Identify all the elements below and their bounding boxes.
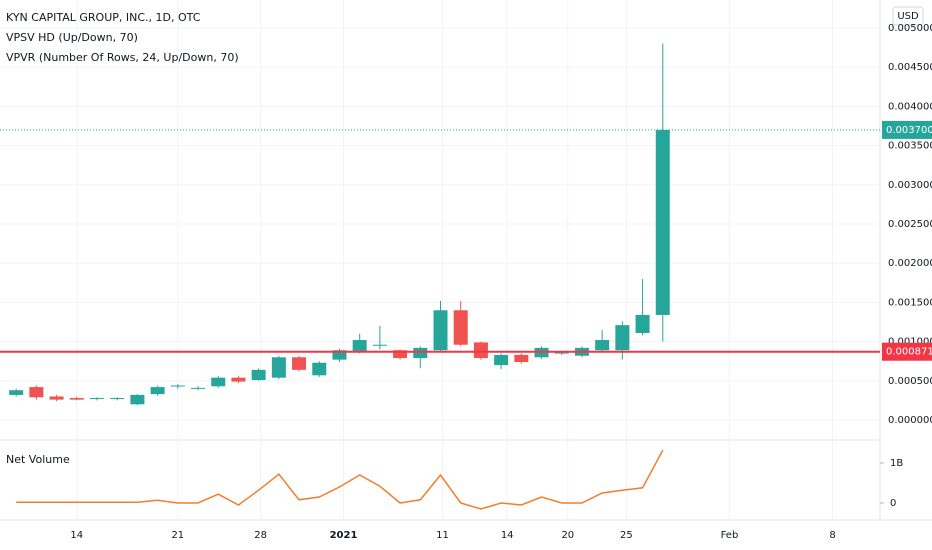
candle-body <box>9 390 24 395</box>
currency-button[interactable] <box>892 6 924 26</box>
candle-body <box>312 362 327 376</box>
y-tick-label: 0.002000 <box>888 258 932 269</box>
candle-body <box>635 314 650 333</box>
x-tick-label: 11 <box>436 530 449 541</box>
candle-body <box>251 369 266 381</box>
x-tick-label: 8 <box>829 530 835 541</box>
candle-body <box>332 350 347 360</box>
y-tick-label: 0.000000 <box>888 415 932 426</box>
candle-body <box>554 352 569 354</box>
candle-body <box>49 396 64 400</box>
candle-body <box>69 398 84 400</box>
y-tick-label: 1B <box>890 458 903 469</box>
candle-body <box>595 340 610 351</box>
x-tick-label: 28 <box>254 530 267 541</box>
candle-body <box>292 357 307 370</box>
candle-body <box>352 340 367 352</box>
candle-body <box>372 344 387 346</box>
price-label: 0.000871 <box>886 347 932 358</box>
candle-body <box>271 357 286 378</box>
y-tick-label: 0.004500 <box>888 62 932 73</box>
indicator-label: VPSV HD (Up/Down, 70) <box>6 31 138 44</box>
candle-body <box>89 398 104 400</box>
x-tick-label: 14 <box>501 530 514 541</box>
price-label-bg <box>882 120 932 139</box>
candle-body <box>231 377 246 382</box>
y-tick-label: 0.001500 <box>888 297 932 308</box>
currency-label: USD <box>897 11 919 22</box>
candle-body <box>393 350 408 359</box>
volume-line <box>16 449 664 510</box>
x-tick-label: 21 <box>171 530 184 541</box>
candle-body <box>150 387 165 395</box>
candle-body <box>473 342 488 359</box>
indicator-label: VPVR (Number Of Rows, 24, Up/Down, 70) <box>6 51 239 64</box>
candle-body <box>413 347 428 359</box>
candle-body <box>655 129 670 315</box>
x-tick-label: 25 <box>620 530 633 541</box>
pane-title: Net Volume <box>6 453 70 466</box>
marks <box>0 0 880 520</box>
x-tick-label: 2021 <box>330 530 358 541</box>
candle-body <box>453 310 468 345</box>
x-tick-label: Feb <box>721 530 739 541</box>
y-tick-label: 0.001000 <box>888 337 932 348</box>
price-label-bg <box>882 342 932 361</box>
y-tick-label: 0.005000 <box>888 23 932 34</box>
candle-body <box>494 354 509 366</box>
y-tick-label: 0 <box>890 498 896 509</box>
candle-body <box>433 310 448 351</box>
chart-title: KYN CAPITAL GROUP, INC., 1D, OTC <box>6 11 201 24</box>
candle-body <box>130 394 145 405</box>
x-tick-label: 14 <box>70 530 83 541</box>
y-tick-label: 0.000500 <box>888 376 932 387</box>
y-tick-label: 0.003000 <box>888 180 932 191</box>
y-tick-label: 0.003500 <box>888 141 932 152</box>
candle-body <box>514 354 529 362</box>
y-tick-label: 0.004000 <box>888 101 932 112</box>
price-label: 0.003700 <box>886 125 932 136</box>
candle-body <box>170 385 185 387</box>
y-tick-label: 0.002500 <box>888 219 932 230</box>
candle-body <box>615 325 630 351</box>
candle-body <box>110 398 125 400</box>
candle-body <box>191 387 206 389</box>
candle-body <box>211 377 226 387</box>
x-tick-label: 20 <box>561 530 574 541</box>
candle-body <box>29 387 44 398</box>
